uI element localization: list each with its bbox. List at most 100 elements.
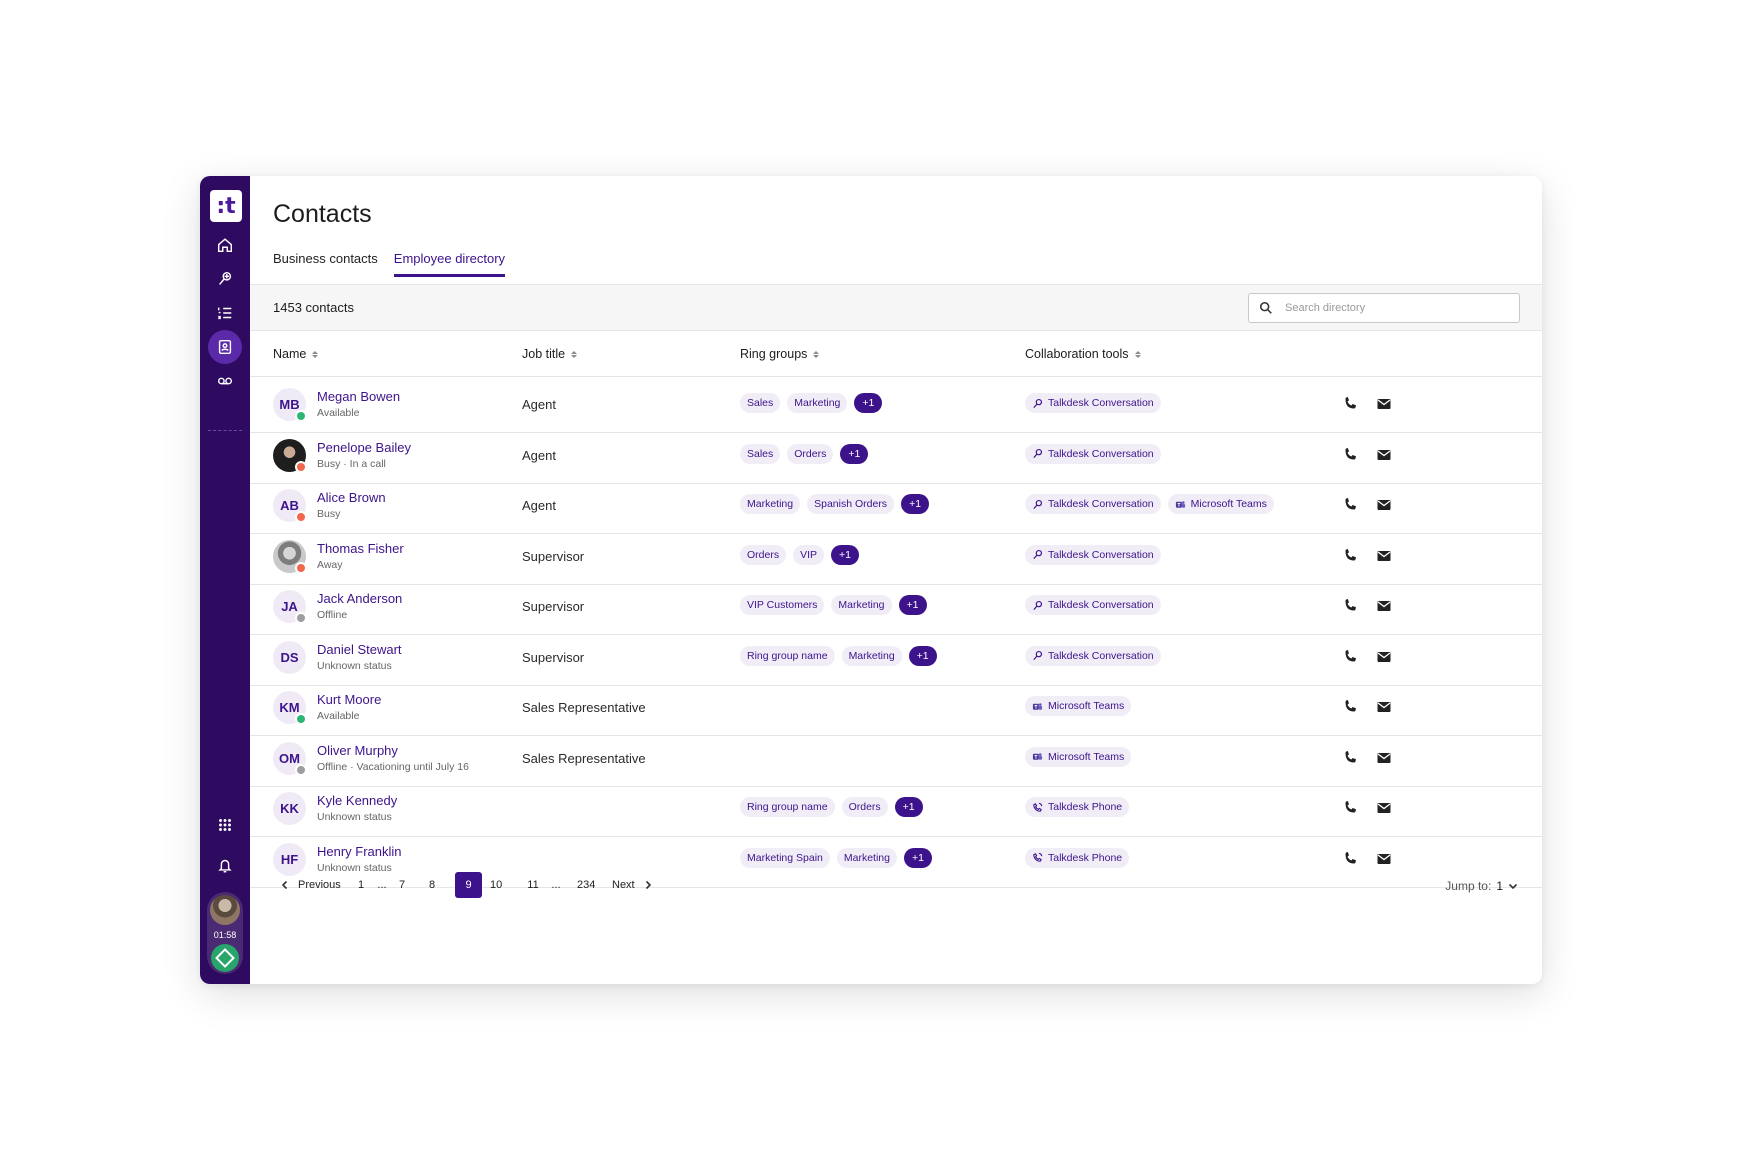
apps-grid-icon[interactable] (208, 808, 242, 842)
ring-group-chip[interactable]: Ring group name (740, 797, 835, 817)
contacts-icon[interactable] (208, 330, 242, 364)
ring-group-more-chip[interactable]: +1 (898, 595, 927, 615)
contact-name[interactable]: Jack Anderson (317, 591, 403, 606)
contact-name[interactable]: Kyle Kennedy (317, 793, 398, 808)
collaboration-tool-chip[interactable]: Talkdesk Conversation (1025, 595, 1161, 615)
collaboration-tool-chip[interactable]: Talkdesk Conversation (1025, 494, 1161, 514)
collaboration-tool-chip[interactable]: Microsoft Teams (1167, 494, 1274, 514)
column-ring-groups[interactable]: Ring groups (740, 347, 820, 361)
collaboration-tool-chip[interactable]: Talkdesk Conversation (1025, 544, 1161, 565)
contact-name[interactable]: Penelope Bailey (317, 439, 411, 455)
jump-to-page[interactable]: Jump to: 1 (1445, 879, 1518, 893)
ring-group-chip[interactable]: Sales (740, 393, 781, 413)
ring-group-chip[interactable]: VIP Customers (740, 595, 825, 615)
phone-icon[interactable] (1340, 697, 1360, 717)
contact-name[interactable]: Thomas Fisher (317, 540, 404, 556)
table-row[interactable]: DS Daniel Stewart Unknown status Supervi… (250, 630, 1542, 686)
column-collaboration-tools[interactable]: Collaboration tools (1025, 347, 1141, 361)
table-row[interactable]: KM Kurt Moore Available Sales Representa… (250, 680, 1542, 736)
email-icon[interactable] (1374, 798, 1394, 818)
ring-group-chip[interactable]: Spanish Orders (807, 494, 895, 514)
ring-group-chip[interactable]: Ring group name (740, 645, 835, 666)
phone-icon[interactable] (1340, 394, 1360, 414)
talkdesk-logo[interactable]: :t (210, 190, 242, 222)
email-icon[interactable] (1374, 394, 1394, 414)
email-icon[interactable] (1374, 546, 1394, 566)
email-icon[interactable] (1374, 748, 1394, 768)
bell-icon[interactable] (208, 848, 242, 882)
collaboration-tool-chip[interactable]: Talkdesk Conversation (1025, 443, 1161, 464)
phone-icon[interactable] (1340, 849, 1360, 869)
agent-status-widget[interactable]: 01:58 (207, 892, 243, 974)
ring-group-chip[interactable]: Orders (787, 443, 834, 464)
page-7-button[interactable]: 7 (398, 879, 406, 891)
search-input[interactable] (1283, 301, 1507, 315)
tab-business-contacts[interactable]: Business contacts (273, 251, 378, 266)
email-icon[interactable] (1374, 596, 1394, 616)
email-icon[interactable] (1374, 495, 1394, 515)
ring-group-more-chip[interactable]: +1 (901, 494, 930, 514)
ring-group-chip[interactable]: Marketing Spain (740, 847, 830, 868)
column-job-title[interactable]: Job title (522, 347, 578, 361)
contact-name[interactable]: Megan Bowen (317, 389, 401, 404)
phone-icon[interactable] (1340, 798, 1360, 818)
ring-group-more-chip[interactable]: +1 (903, 847, 932, 868)
ring-group-more-chip[interactable]: +1 (840, 443, 869, 464)
agent-status-icon[interactable] (211, 944, 239, 972)
ring-group-chip[interactable]: Sales (740, 443, 781, 464)
conversations-icon[interactable] (208, 262, 242, 296)
voicemail-icon[interactable] (208, 364, 242, 398)
collaboration-tool-chip[interactable]: Microsoft Teams (1025, 696, 1132, 716)
phone-icon[interactable] (1340, 596, 1360, 616)
ring-group-chip[interactable]: Orders (740, 544, 787, 565)
ring-group-chip[interactable]: Marketing (831, 595, 892, 615)
collaboration-tool-chip[interactable]: Talkdesk Phone (1025, 847, 1130, 868)
email-icon[interactable] (1374, 647, 1394, 667)
contact-name[interactable]: Daniel Stewart (317, 641, 402, 657)
ring-group-chip[interactable]: Marketing (841, 645, 902, 666)
phone-icon[interactable] (1340, 748, 1360, 768)
previous-page-button[interactable]: Previous (280, 872, 341, 898)
table-row[interactable]: JA Jack Anderson Offline Supervisor VIP … (250, 579, 1542, 635)
ring-group-more-chip[interactable]: +1 (854, 393, 883, 413)
table-row[interactable]: OM Oliver Murphy Offline · Vacationing u… (250, 731, 1542, 787)
home-icon[interactable] (208, 228, 242, 262)
contact-name[interactable]: Oliver Murphy (317, 742, 398, 758)
tab-employee-directory[interactable]: Employee directory (393, 251, 506, 277)
table-row[interactable]: MB Megan Bowen Available Agent Sales Mark… (250, 377, 1542, 433)
user-avatar[interactable] (210, 895, 240, 925)
ring-group-chip[interactable]: VIP (793, 544, 825, 565)
collaboration-tool-chip[interactable]: Talkdesk Conversation (1025, 645, 1161, 666)
ring-group-chip[interactable]: Orders (841, 797, 888, 817)
collaboration-tool-chip[interactable]: Talkdesk Conversation (1025, 393, 1161, 413)
ring-group-chip[interactable]: Marketing (836, 847, 897, 868)
queue-list-icon[interactable] (208, 296, 242, 330)
email-icon[interactable] (1374, 445, 1394, 465)
page-11-button[interactable]: 11 (527, 879, 539, 891)
table-row[interactable]: AB Alice Brown Busy Agent Marketing Spani… (250, 478, 1542, 534)
email-icon[interactable] (1374, 849, 1394, 869)
page-1-button[interactable]: 1 (357, 879, 365, 891)
contact-name[interactable]: Kurt Moore (317, 692, 382, 707)
column-name[interactable]: Name (273, 347, 319, 361)
table-row[interactable]: KK Kyle Kennedy Unknown status Ring grou… (250, 781, 1542, 837)
table-row[interactable]: Thomas Fisher Away Supervisor Orders VIP +… (250, 529, 1542, 585)
search-box[interactable] (1248, 293, 1520, 323)
phone-icon[interactable] (1340, 546, 1360, 566)
ring-group-chip[interactable]: Marketing (740, 494, 801, 514)
page-9-button[interactable]: 9 (455, 872, 482, 898)
page-234-button[interactable]: 234 (577, 879, 596, 891)
contact-name[interactable]: Alice Brown (317, 490, 386, 505)
ring-group-more-chip[interactable]: +1 (908, 645, 937, 666)
phone-icon[interactable] (1340, 647, 1360, 667)
collaboration-tool-chip[interactable]: Microsoft Teams (1025, 746, 1132, 767)
ring-group-chip[interactable]: Marketing (787, 393, 848, 413)
next-page-button[interactable]: Next (612, 872, 653, 898)
collaboration-tool-chip[interactable]: Talkdesk Phone (1025, 797, 1130, 817)
email-icon[interactable] (1374, 697, 1394, 717)
ring-group-more-chip[interactable]: +1 (894, 797, 923, 817)
page-10-button[interactable]: 10 (490, 879, 503, 891)
table-row[interactable]: HF Henry Franklin Unknown status Marketi… (250, 832, 1542, 888)
table-row[interactable]: Penelope Bailey Busy · In a call Agent S… (250, 428, 1542, 484)
phone-icon[interactable] (1340, 445, 1360, 465)
